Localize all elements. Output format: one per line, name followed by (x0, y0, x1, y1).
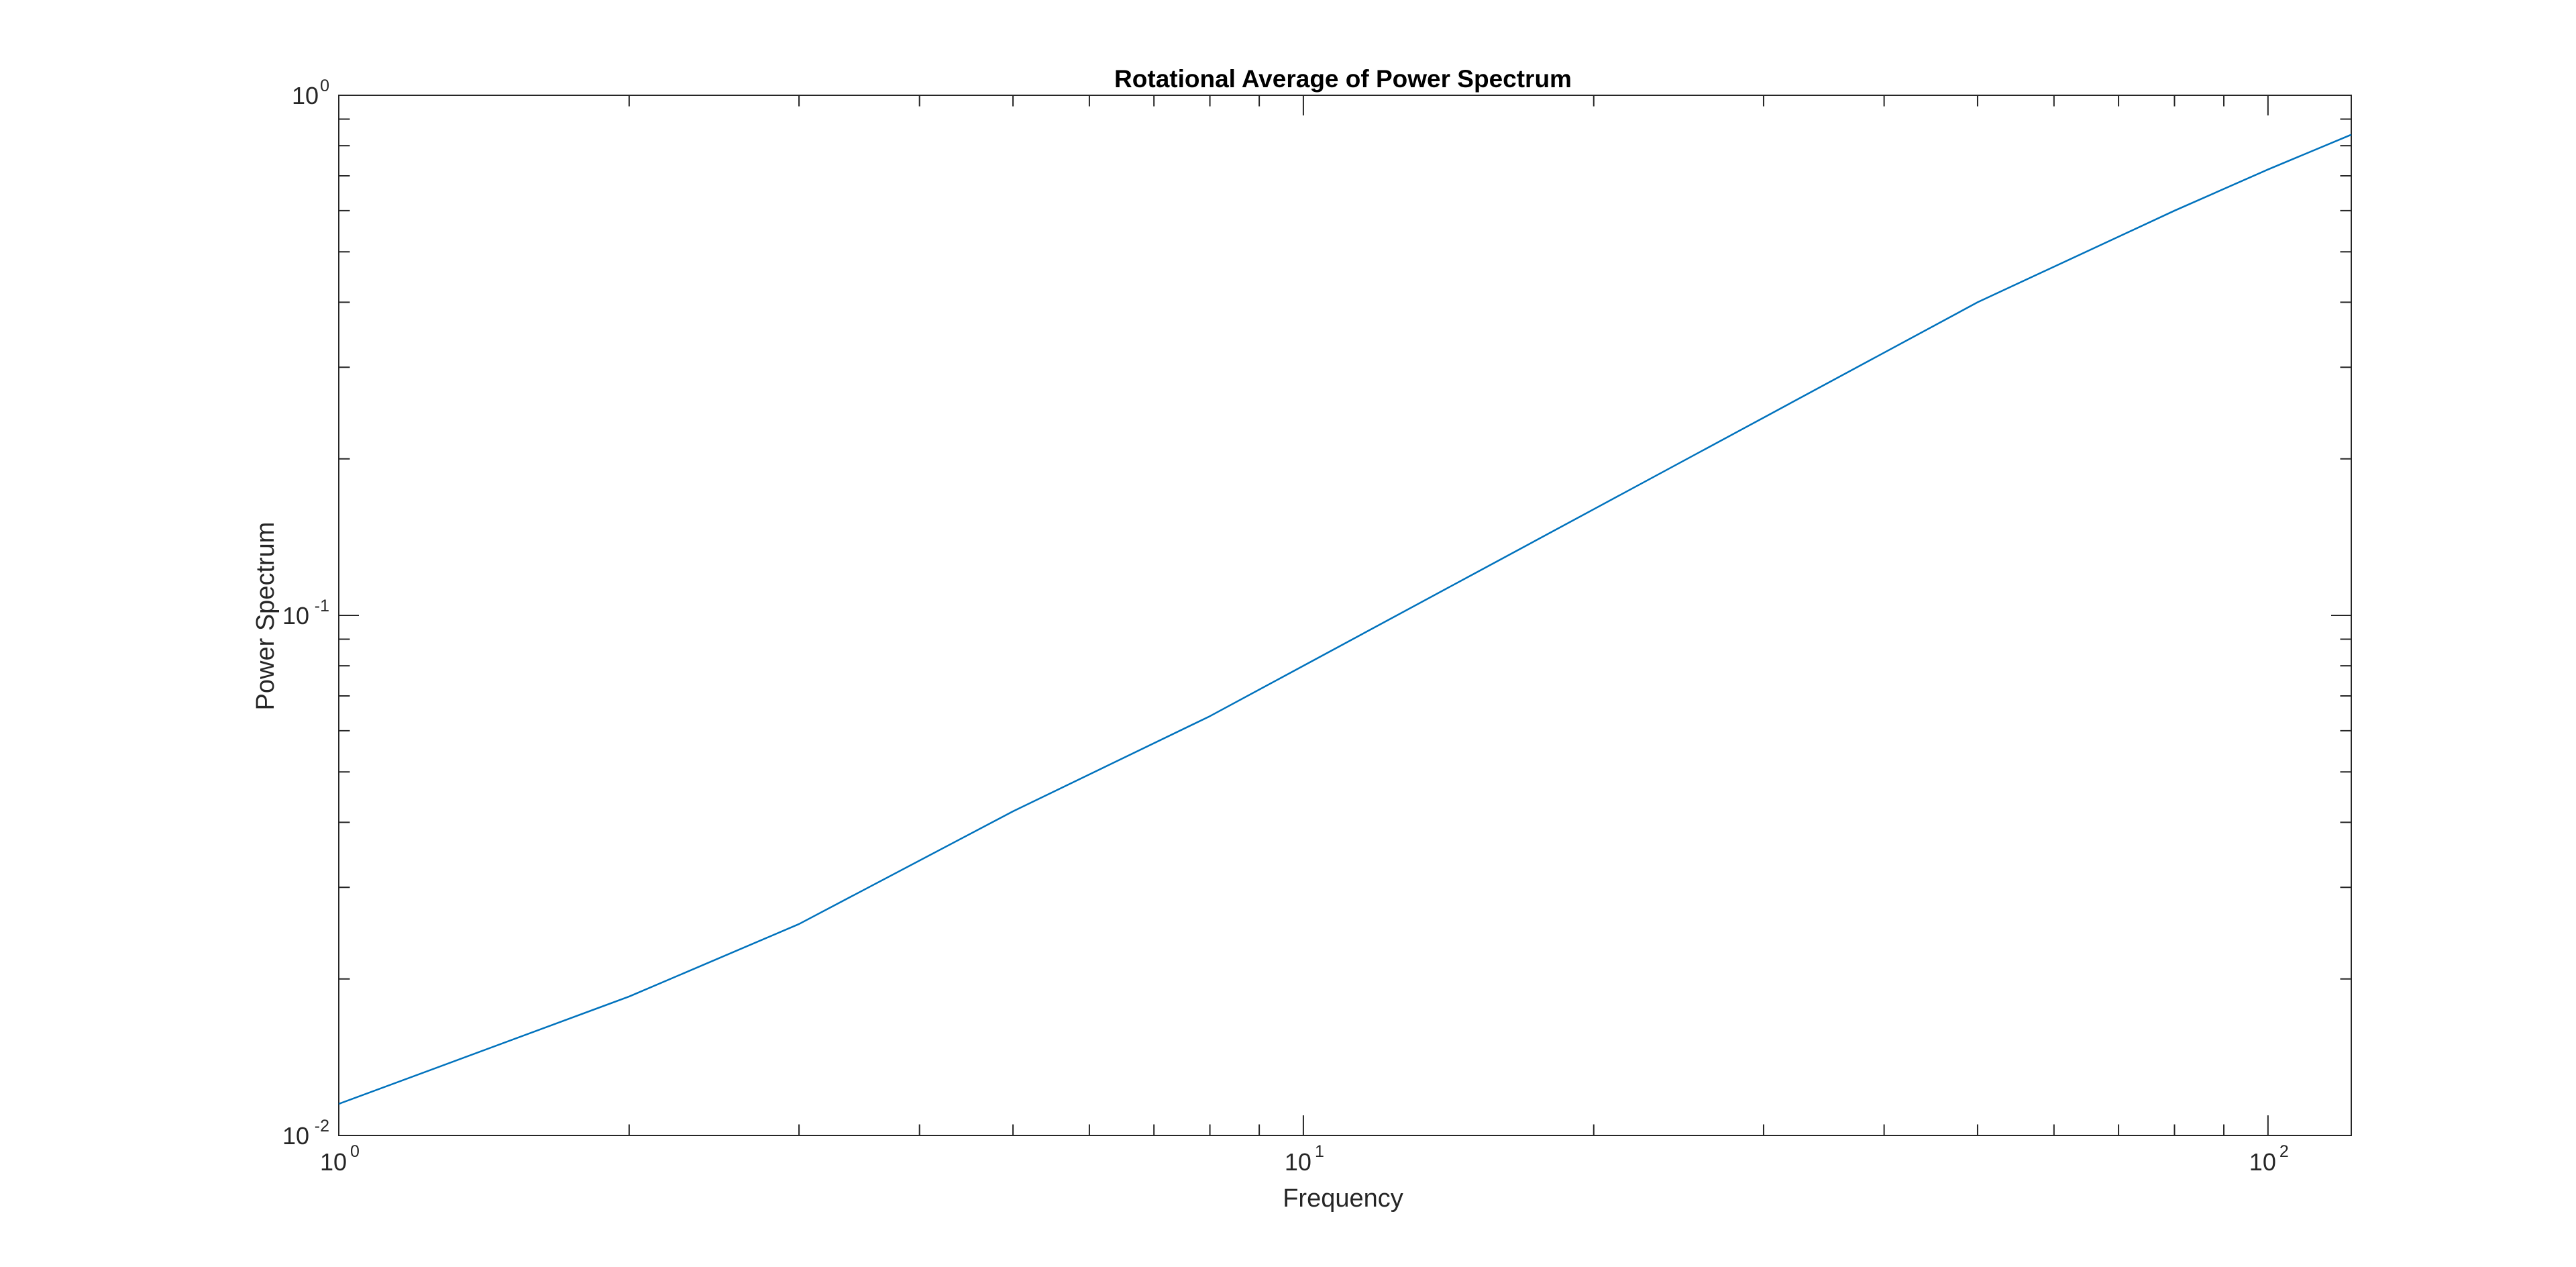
x-tick-label-base: 10 (2249, 1148, 2276, 1176)
chart-title: Rotational Average of Power Spectrum (1114, 65, 1572, 93)
y-axis-label: Power Spectrum (252, 522, 280, 711)
minor-ticks (339, 95, 2351, 1135)
y-tick-label-exponent: 0 (320, 77, 329, 95)
x-tick-labels: 10 0 10 1 10 2 (320, 1142, 2289, 1176)
axes-box (338, 95, 2352, 1136)
y-tick-label: 10 0 (292, 77, 329, 109)
axes-frame (338, 95, 2352, 1136)
y-tick-label: 10 -1 (282, 597, 329, 629)
x-tick-label: 10 1 (1285, 1142, 1324, 1176)
y-tick-label-base: 10 (282, 602, 309, 629)
x-tick-label-exponent: 2 (2279, 1142, 2289, 1161)
major-ticks (338, 95, 2351, 1136)
x-tick-label: 10 0 (320, 1142, 360, 1176)
series-line (338, 134, 2352, 1105)
x-axis-label: Frequency (1283, 1184, 1403, 1213)
x-tick-label-base: 10 (320, 1148, 347, 1176)
y-tick-label-base: 10 (282, 1122, 309, 1150)
x-tick-label: 10 2 (2249, 1142, 2289, 1176)
x-tick-label-exponent: 0 (350, 1142, 360, 1161)
plot-lines (338, 134, 2352, 1105)
x-tick-label-exponent: 1 (1315, 1142, 1324, 1161)
x-tick-label-base: 10 (1285, 1148, 1311, 1176)
y-tick-label: 10 -2 (282, 1117, 329, 1150)
y-tick-label-exponent: -2 (315, 1117, 329, 1135)
y-tick-label-base: 10 (292, 82, 319, 109)
y-tick-label-exponent: -1 (315, 597, 329, 615)
